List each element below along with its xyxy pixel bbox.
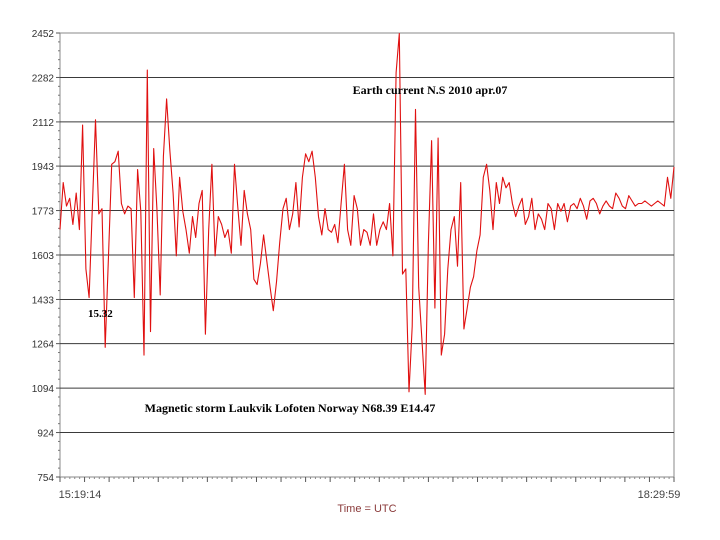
y-tick-label: 2112 — [32, 118, 54, 129]
y-tick-label: 1094 — [32, 384, 55, 395]
y-tick-label: 924 — [37, 429, 54, 440]
y-tick-label: 1603 — [32, 251, 55, 262]
x-tick-label-start: 15:19:14 — [59, 489, 102, 501]
y-tick-label: 1433 — [32, 295, 55, 306]
gridlines — [60, 76, 674, 434]
annotation-label: 15.32 — [88, 308, 113, 320]
chart-title: Earth current N.S 2010 apr.07 — [353, 83, 508, 97]
y-tick-label: 2452 — [32, 29, 55, 40]
chart-subtitle: Magnetic storm Laukvik Lofoten Norway N6… — [145, 401, 436, 415]
series-line-0 — [59, 32, 675, 395]
x-axis — [59, 477, 675, 482]
x-axis-label: Time = UTC — [337, 503, 396, 515]
y-tick-label: 754 — [37, 473, 54, 484]
y-tick-label: 1264 — [32, 340, 55, 351]
series-layer — [59, 32, 675, 395]
y-tick-label: 1773 — [32, 207, 55, 218]
y-tick-label: 1943 — [32, 162, 55, 173]
x-tick-label-end: 18:29:59 — [638, 489, 681, 501]
y-axis: 754 924 1094 1264 1433 1603 1773 1943 2112 2282 24… — [32, 29, 60, 484]
y-tick-label: 2282 — [32, 73, 55, 84]
